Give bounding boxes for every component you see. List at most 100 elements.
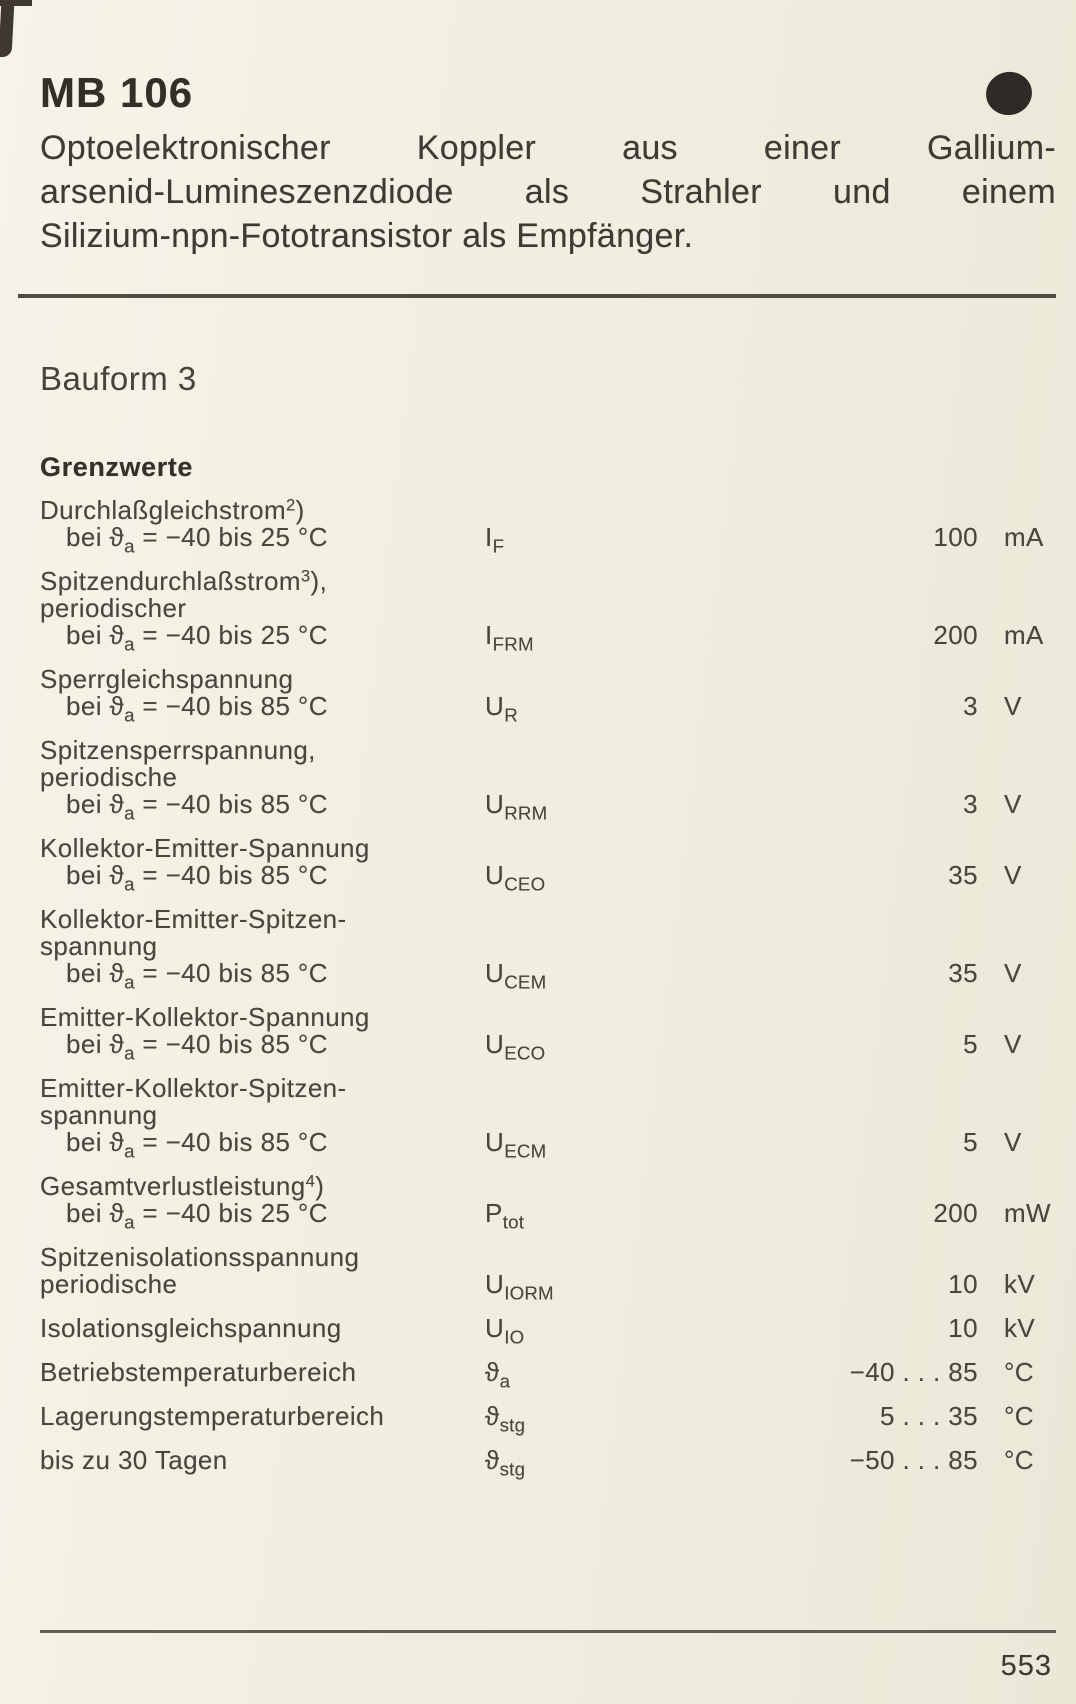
grenzwerte-row: Spitzensperrspannung, periodische bei ϑa =…	[40, 735, 1056, 824]
grenzwerte-row: Sperrgleichspannung bei ϑa = −40 bis 85 °…	[40, 664, 1056, 726]
grenzwerte-row: Kollektor-Emitter-Spitzen-spannung bei ϑa…	[40, 904, 1056, 993]
parameter-unit: °C	[1004, 1357, 1034, 1387]
parameter-label-line: spannung	[40, 1100, 158, 1130]
parameter-label: Durchlaßgleichstrom2) bei ϑa = −40 bis 25…	[40, 495, 485, 556]
parameter-label-line: bei ϑa = −40 bis 25 °C	[66, 620, 328, 655]
parameter-label-line: bis zu 30 Tagen	[40, 1445, 228, 1475]
grenzwerte-row: bis zu 30 Tagen ϑstg −50 . . . 85 °C	[40, 1445, 1056, 1480]
parameter-symbol: IF	[485, 522, 505, 557]
parameter-symbol: ϑa	[485, 1357, 511, 1392]
parameter-symbol: UIORM	[485, 1269, 554, 1304]
parameter-label-line: Kollektor-Emitter-Spitzen-	[40, 904, 347, 934]
parameter-label-line: Gesamtverlustleistung4)	[40, 1171, 325, 1201]
parameter-label: Spitzenisolationsspannung periodische	[40, 1244, 485, 1298]
parameter-label-line: bei ϑa = −40 bis 85 °C	[66, 691, 328, 726]
grenzwerte-row: Emitter-Kollektor-Spannung bei ϑa = −40 b…	[40, 1002, 1056, 1064]
parameter-unit: °C	[1004, 1445, 1034, 1475]
parameter-label-line: Isolationsgleichspannung	[40, 1313, 342, 1343]
parameter-symbol: UECM	[485, 1127, 547, 1162]
grenzwerte-table: Durchlaßgleichstrom2) bei ϑa = −40 bis 25…	[40, 495, 1056, 1480]
grenzwerte-row: Betriebstemperaturbereich ϑa −40 . . . 85 °…	[40, 1357, 1056, 1392]
parameter-label-line: Betriebstemperaturbereich	[40, 1357, 357, 1387]
parameter-label: bis zu 30 Tagen	[40, 1447, 485, 1474]
parameter-unit: V	[1004, 860, 1022, 890]
parameter-label-line: Lagerungstemperaturbereich	[40, 1401, 385, 1431]
parameter-value: 35	[948, 860, 978, 890]
parameter-label-line: periodische	[40, 1269, 178, 1299]
parameter-value: 10	[948, 1269, 978, 1299]
parameter-symbol: UECO	[485, 1029, 546, 1064]
parameter-value: −50 . . . 85	[849, 1445, 978, 1475]
description-line: arsenid-Lumineszenzdiode als Strahler un…	[40, 173, 1056, 211]
parameter-value: −40 . . . 85	[849, 1357, 978, 1387]
grenzwerte-row: Spitzenisolationsspannung periodische UIOR…	[40, 1244, 1056, 1304]
grenzwerte-row: Lagerungstemperaturbereich ϑstg 5 . . . 35…	[40, 1401, 1056, 1435]
parameter-unit: °C	[1004, 1401, 1034, 1431]
parameter-label: Spitzendurchlaßstrom3), periodischer bei ϑ…	[40, 566, 485, 655]
parameter-symbol: Ptot	[485, 1198, 525, 1233]
parameter-symbol: URRM	[485, 789, 548, 824]
parameter-value: 200	[933, 1198, 978, 1228]
parameter-value: 5	[963, 1127, 978, 1157]
parameter-symbol: UIO	[485, 1313, 525, 1348]
parameter-label-line: bei ϑa = −40 bis 85 °C	[66, 789, 328, 824]
parameter-label-line: Kollektor-Emitter-Spannung	[40, 833, 370, 863]
page-number: 553	[1000, 1650, 1052, 1682]
parameter-unit: mA	[1004, 620, 1044, 650]
parameter-unit: V	[1004, 789, 1022, 819]
parameter-label-line: periodischer	[40, 593, 187, 623]
scan-edge-artifact-top	[0, 0, 32, 6]
grenzwerte-row: Emitter-Kollektor-Spitzen-spannung bei ϑa…	[40, 1073, 1056, 1162]
parameter-label-line: Spitzenisolationsspannung	[40, 1242, 360, 1272]
parameter-label-line: Spitzensperrspannung,	[40, 735, 316, 765]
parameter-label-line: bei ϑa = −40 bis 85 °C	[66, 958, 328, 993]
parameter-label: Emitter-Kollektor-Spitzen-spannung bei ϑa…	[40, 1073, 485, 1162]
parameter-symbol: UCEM	[485, 958, 547, 993]
parameter-label: Kollektor-Emitter-Spitzen-spannung bei ϑa…	[40, 904, 485, 993]
parameter-unit: kV	[1004, 1313, 1036, 1343]
parameter-symbol: ϑstg	[485, 1445, 526, 1480]
parameter-value: 3	[963, 789, 978, 819]
parameter-label: Emitter-Kollektor-Spannung bei ϑa = −40 b…	[40, 1002, 485, 1064]
parameter-unit: V	[1004, 1029, 1022, 1059]
parameter-label: Lagerungstemperaturbereich	[40, 1403, 485, 1430]
parameter-unit: V	[1004, 1127, 1022, 1157]
parameter-label-line: bei ϑa = −40 bis 85 °C	[66, 1029, 328, 1064]
parameter-label: Sperrgleichspannung bei ϑa = −40 bis 85 °…	[40, 664, 485, 726]
grenzwerte-row: Durchlaßgleichstrom2) bei ϑa = −40 bis 25…	[40, 495, 1056, 557]
page-content: MB 106 Optoelektronischer Koppler aus ei…	[18, 69, 1056, 1480]
parameter-value: 100	[933, 522, 978, 552]
model-number: MB 106	[40, 69, 194, 116]
parameter-label-line: Durchlaßgleichstrom2)	[40, 495, 305, 525]
parameter-unit: mW	[1004, 1198, 1051, 1228]
parameter-label-line: Emitter-Kollektor-Spannung	[40, 1002, 370, 1032]
grenzwerte-row: Isolationsgleichspannung UIO 10 kV	[40, 1313, 1056, 1348]
parameter-value: 10	[948, 1313, 978, 1343]
parameter-label: Kollektor-Emitter-Spannung bei ϑa = −40 b…	[40, 833, 485, 894]
parameter-value: 5 . . . 35	[880, 1401, 978, 1431]
grenzwerte-row: Spitzendurchlaßstrom3), periodischer bei ϑ…	[40, 566, 1056, 655]
parameter-label-line: periodische	[40, 762, 178, 792]
description-line: Silizium-npn-Fototransistor als Empfänge…	[40, 217, 694, 255]
parameter-label: Betriebstemperaturbereich	[40, 1359, 485, 1386]
parameter-label-line: Emitter-Kollektor-Spitzen-	[40, 1073, 347, 1103]
parameter-label-line: bei ϑa = −40 bis 85 °C	[66, 1127, 328, 1162]
parameter-value: 200	[933, 620, 978, 650]
parameter-unit: V	[1004, 958, 1022, 988]
parameter-label-line: spannung	[40, 931, 158, 961]
parameter-value: 5	[963, 1029, 978, 1059]
bauform-label: Bauform 3	[40, 360, 197, 397]
grenzwerte-heading: Grenzwerte	[40, 452, 194, 482]
parameter-label: Spitzensperrspannung, periodische bei ϑa =…	[40, 735, 485, 824]
parameter-label: Isolationsgleichspannung	[40, 1315, 485, 1342]
header-divider	[18, 294, 1056, 298]
parameter-label-line: Sperrgleichspannung	[40, 664, 294, 694]
footer-divider	[40, 1630, 1056, 1633]
description-line: Optoelektronischer Koppler aus einer Gal…	[40, 129, 1056, 167]
grenzwerte-row: Gesamtverlustleistung4) bei ϑa = −40 bis …	[40, 1171, 1056, 1233]
parameter-label-line: Spitzendurchlaßstrom3),	[40, 566, 328, 596]
parameter-symbol: UCEO	[485, 860, 546, 895]
grenzwerte-row: Kollektor-Emitter-Spannung bei ϑa = −40 b…	[40, 833, 1056, 895]
product-description: Optoelektronischer Koppler aus einer Gal…	[40, 126, 1056, 258]
parameter-value: 35	[948, 958, 978, 988]
